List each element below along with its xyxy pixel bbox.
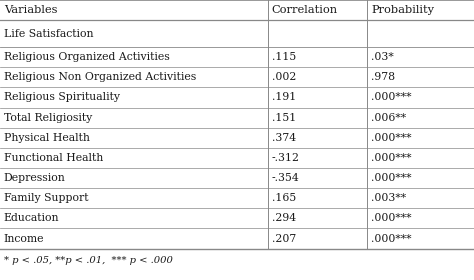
- Text: Depression: Depression: [4, 173, 65, 183]
- Text: .03*: .03*: [371, 52, 394, 62]
- Text: Religious Spirituality: Religious Spirituality: [4, 92, 120, 102]
- Text: .374: .374: [272, 133, 296, 143]
- Text: .165: .165: [272, 193, 296, 203]
- Text: .000***: .000***: [371, 173, 411, 183]
- Text: .000***: .000***: [371, 213, 411, 223]
- Text: .006**: .006**: [371, 113, 406, 123]
- Text: Functional Health: Functional Health: [4, 153, 103, 163]
- Text: Religious Non Organized Activities: Religious Non Organized Activities: [4, 72, 196, 82]
- Text: Total Religiosity: Total Religiosity: [4, 113, 92, 123]
- Text: Religious Organized Activities: Religious Organized Activities: [4, 52, 170, 62]
- Text: Correlation: Correlation: [272, 5, 338, 15]
- Text: .000***: .000***: [371, 92, 411, 102]
- Text: .115: .115: [272, 52, 296, 62]
- Text: * p < .05, **p < .01,  *** p < .000: * p < .05, **p < .01, *** p < .000: [4, 256, 173, 265]
- Text: -.312: -.312: [272, 153, 300, 163]
- Text: Income: Income: [4, 234, 44, 244]
- Text: Physical Health: Physical Health: [4, 133, 90, 143]
- Text: Probability: Probability: [371, 5, 434, 15]
- Text: .294: .294: [272, 213, 296, 223]
- Text: Life Satisfaction: Life Satisfaction: [4, 29, 93, 39]
- Text: .000***: .000***: [371, 153, 411, 163]
- Text: Education: Education: [4, 213, 59, 223]
- Text: Family Support: Family Support: [4, 193, 88, 203]
- Text: .002: .002: [272, 72, 296, 82]
- Text: .191: .191: [272, 92, 296, 102]
- Text: .151: .151: [272, 113, 296, 123]
- Text: .000***: .000***: [371, 234, 411, 244]
- Text: .207: .207: [272, 234, 296, 244]
- Text: .000***: .000***: [371, 133, 411, 143]
- Text: .978: .978: [371, 72, 395, 82]
- Text: Variables: Variables: [4, 5, 57, 15]
- Text: -.354: -.354: [272, 173, 300, 183]
- Text: .003**: .003**: [371, 193, 406, 203]
